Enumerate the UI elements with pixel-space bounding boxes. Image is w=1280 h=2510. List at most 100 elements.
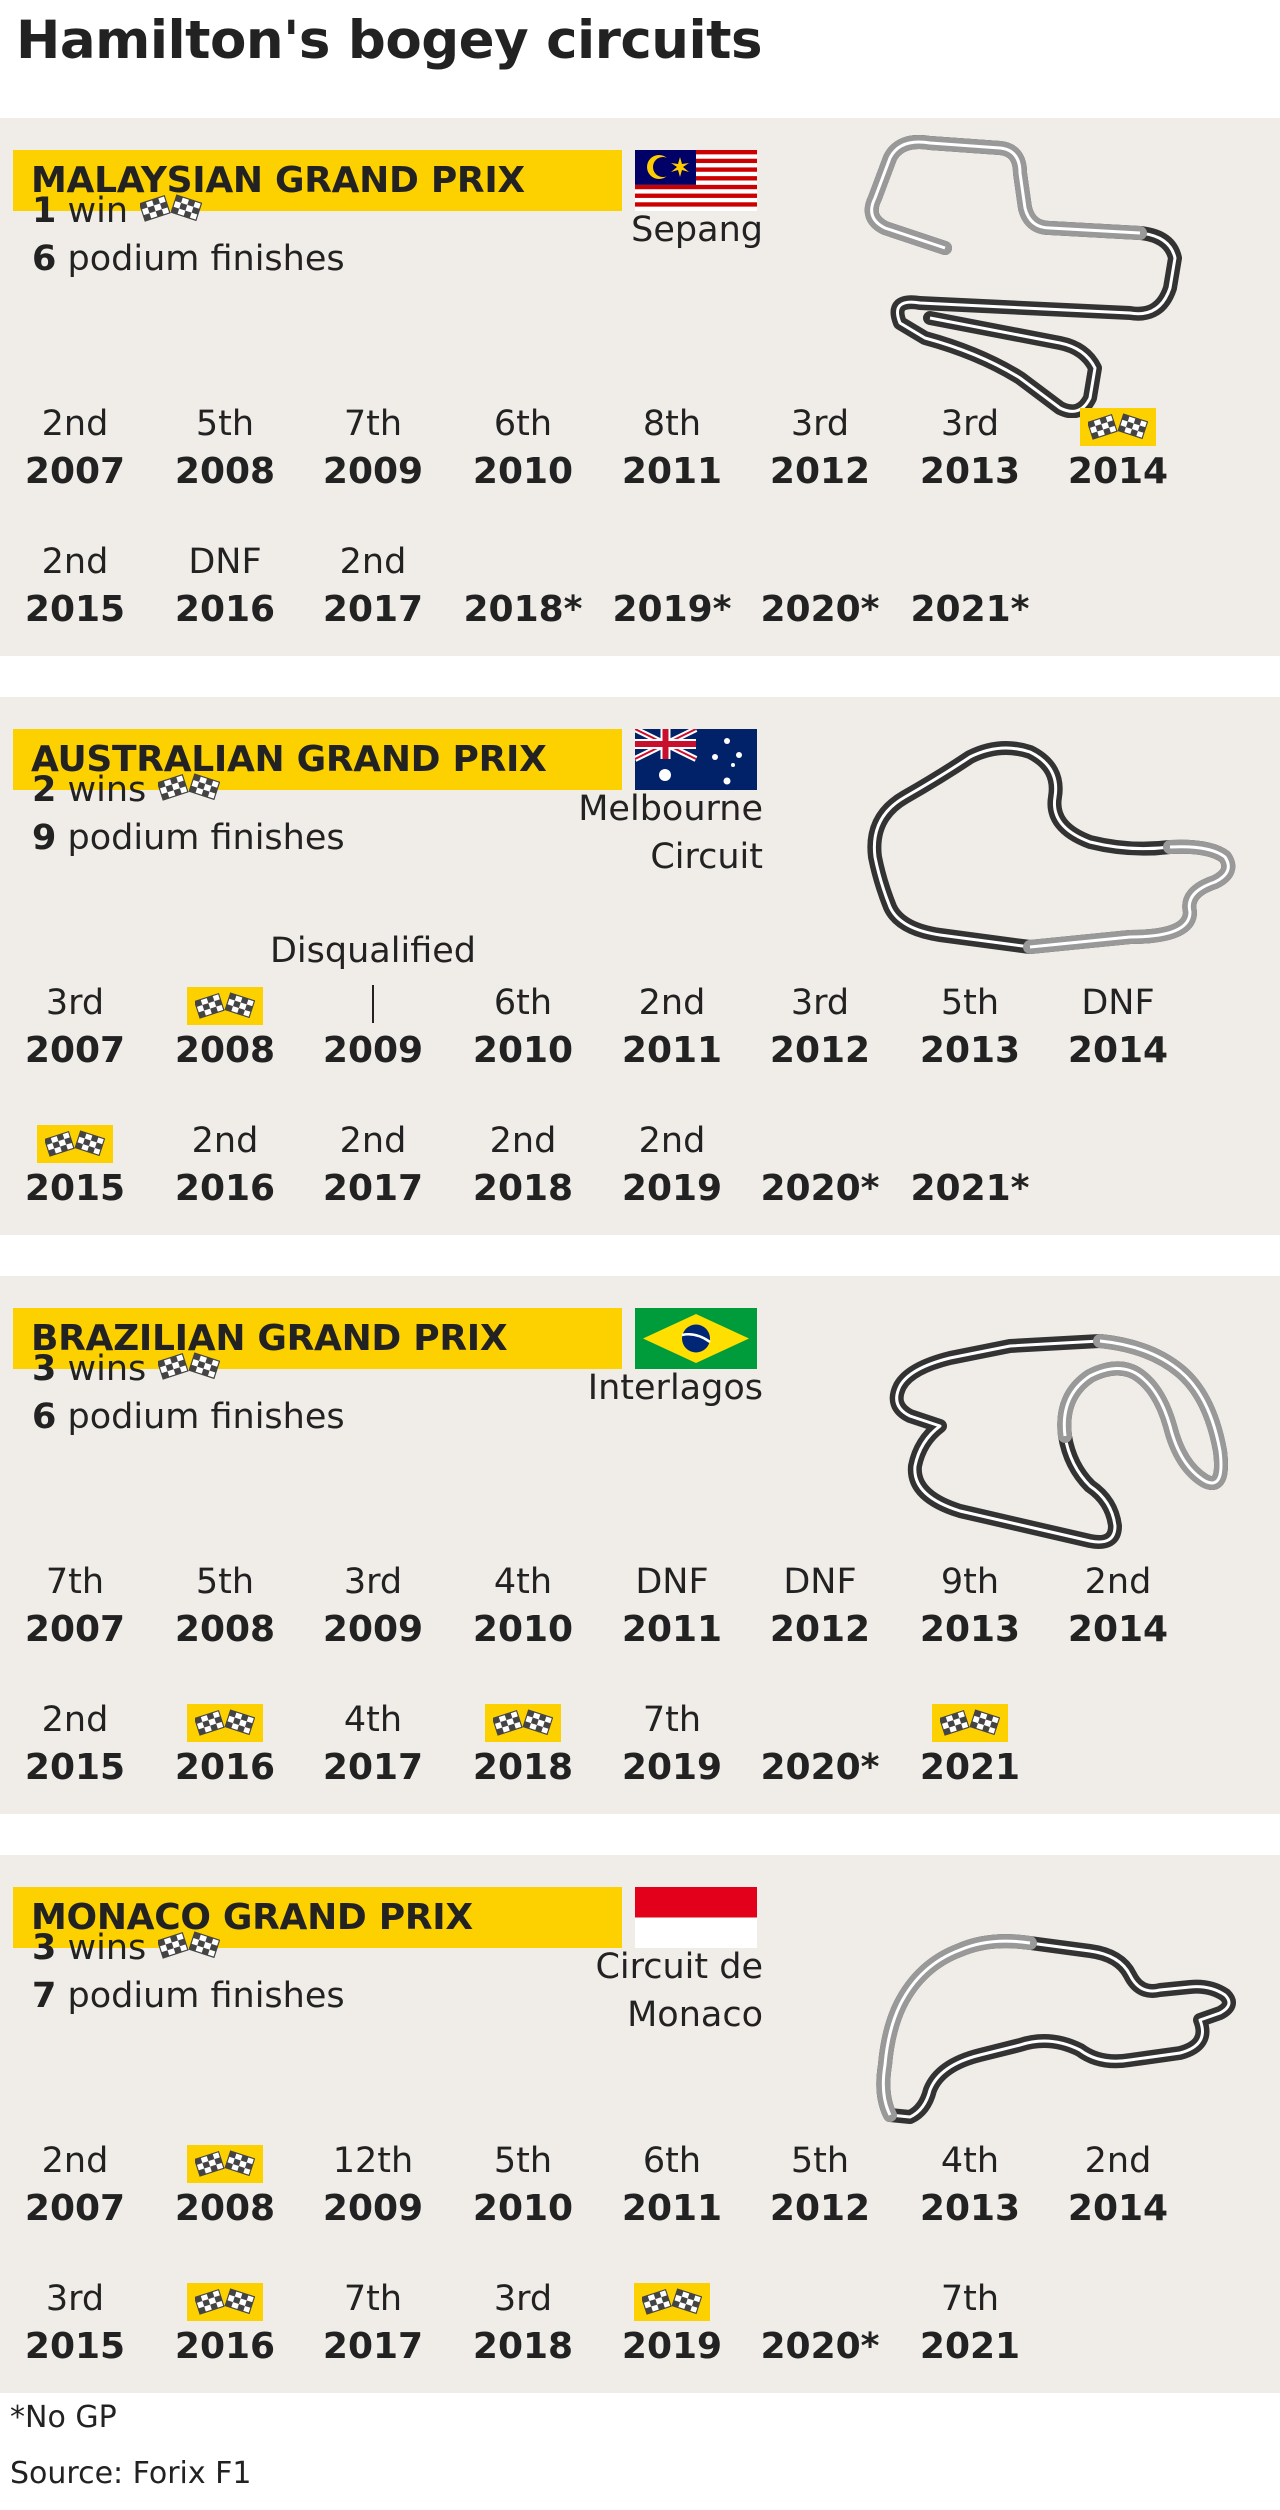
race-year: 2012 bbox=[769, 451, 871, 492]
result-cell: 2015 bbox=[0, 1117, 150, 1217]
result-cell: 2020* bbox=[745, 1696, 895, 1796]
finish-position: 4th bbox=[940, 2141, 1000, 2181]
race-year: 2009 bbox=[322, 2188, 424, 2229]
wins-label: wins bbox=[67, 1349, 147, 1389]
circuit-name-line1: Melbourne bbox=[578, 789, 763, 829]
finish-position: 3rd bbox=[45, 2279, 105, 2319]
result-cell: 2008 bbox=[150, 979, 300, 1079]
race-year: 2021* bbox=[910, 1168, 1030, 1209]
wins-count: 1 bbox=[32, 191, 57, 231]
race-year: 2008 bbox=[174, 1609, 276, 1650]
finish-position: 2nd bbox=[638, 1121, 706, 1161]
monaco-flag bbox=[635, 1887, 757, 1948]
finish-position: 3rd bbox=[45, 983, 105, 1023]
finish-position: 2nd bbox=[638, 983, 706, 1023]
result-cell: 3rd 2009 bbox=[298, 1558, 448, 1658]
race-year: 2013 bbox=[919, 451, 1021, 492]
result-cell: 2021* bbox=[895, 538, 1045, 638]
result-cell: 2009 bbox=[298, 979, 448, 1079]
result-cell: 5th 2008 bbox=[150, 1558, 300, 1658]
race-year: 2013 bbox=[919, 1030, 1021, 1071]
wins-count: 2 bbox=[32, 770, 57, 810]
finish-position: 3rd bbox=[343, 1562, 403, 1602]
finish-position: 2nd bbox=[1084, 1562, 1152, 1602]
result-cell: 4th 2010 bbox=[448, 1558, 598, 1658]
finish-position bbox=[597, 538, 747, 586]
result-cell: 2nd 2014 bbox=[1043, 2137, 1193, 2237]
finish-position: 2nd bbox=[339, 1121, 407, 1161]
finish-position: 12th bbox=[332, 2141, 414, 2181]
result-cell: 2nd 2017 bbox=[298, 1117, 448, 1217]
result-cell: 2021* bbox=[895, 1117, 1045, 1217]
finish-position: 3rd bbox=[940, 404, 1000, 444]
result-cell: 2nd 2007 bbox=[0, 2137, 150, 2237]
podium-stat: 9 podium finishes bbox=[32, 814, 345, 862]
finish-position: 2nd bbox=[41, 1700, 109, 1740]
result-cell: 2016 bbox=[150, 2275, 300, 2375]
result-cell: 2019 bbox=[597, 2275, 747, 2375]
result-cell: 2nd 2015 bbox=[0, 1696, 150, 1796]
wins-stat: 3 wins bbox=[32, 1345, 221, 1394]
race-year: 2018 bbox=[472, 1747, 574, 1788]
grand-prix-title: MONACO GRAND PRIX bbox=[13, 1887, 622, 1948]
race-year: 2014 bbox=[1067, 1609, 1169, 1650]
finish-position bbox=[745, 1696, 895, 1744]
finish-position: 2nd bbox=[41, 542, 109, 582]
result-cell: 2nd 2016 bbox=[150, 1117, 300, 1217]
result-cell: 2nd 2017 bbox=[298, 538, 448, 638]
finish-position: 2nd bbox=[489, 1121, 557, 1161]
race-year: 2010 bbox=[472, 2188, 574, 2229]
race-year: 2020* bbox=[760, 1168, 880, 1209]
finish-position: 2nd bbox=[1084, 2141, 1152, 2181]
race-year: 2014 bbox=[1067, 1030, 1169, 1071]
podium-stat: 6 podium finishes bbox=[32, 1393, 345, 1441]
circuit-name-line1: Sepang bbox=[631, 210, 763, 250]
finish-position: 8th bbox=[642, 404, 702, 444]
finish-position: 7th bbox=[343, 2279, 403, 2319]
race-panel: MALAYSIAN GRAND PRIX 1 win 6 podium finish… bbox=[0, 118, 1280, 656]
race-year: 2018* bbox=[463, 589, 583, 630]
result-cell: DNF 2011 bbox=[597, 1558, 747, 1658]
win-flag-icon bbox=[634, 2283, 710, 2321]
race-year: 2010 bbox=[472, 1030, 574, 1071]
finish-position: DNF bbox=[1081, 983, 1155, 1023]
source-note: Source: Forix F1 bbox=[10, 2456, 252, 2491]
podium-stat: 6 podium finishes bbox=[32, 235, 345, 283]
result-cell: 5th 2008 bbox=[150, 400, 300, 500]
race-panel: MONACO GRAND PRIX 3 wins 7 podium finishes… bbox=[0, 1855, 1280, 2393]
circuit-name-line1: Interlagos bbox=[587, 1368, 763, 1408]
podium-count: 6 bbox=[32, 1397, 57, 1437]
race-year: 2017 bbox=[322, 1747, 424, 1788]
finish-position: DNF bbox=[635, 1562, 709, 1602]
chequered-flag-icon bbox=[157, 1925, 221, 1973]
race-year: 2016 bbox=[174, 1747, 276, 1788]
race-year: 2019* bbox=[612, 589, 732, 630]
finish-position: 4th bbox=[343, 1700, 403, 1740]
grand-prix-title: AUSTRALIAN GRAND PRIX bbox=[13, 729, 622, 790]
result-cell: 7th 2019 bbox=[597, 1696, 747, 1796]
chequered-flag-icon bbox=[157, 1346, 221, 1394]
chequered-flag-icon bbox=[138, 188, 203, 236]
result-cell: 7th 2009 bbox=[298, 400, 448, 500]
brazil-flag bbox=[635, 1308, 757, 1369]
race-year: 2010 bbox=[472, 1609, 574, 1650]
race-year: 2009 bbox=[322, 1030, 424, 1071]
australia-flag bbox=[635, 729, 757, 790]
race-year: 2007 bbox=[24, 451, 126, 492]
result-cell: 2nd 2007 bbox=[0, 400, 150, 500]
race-year: 2008 bbox=[174, 451, 276, 492]
race-year: 2021 bbox=[919, 1747, 1021, 1788]
race-year: 2013 bbox=[919, 2188, 1021, 2229]
race-year: 2015 bbox=[24, 2326, 126, 2367]
result-cell: 4th 2013 bbox=[895, 2137, 1045, 2237]
finish-position: DNF bbox=[188, 542, 262, 582]
finish-position: 5th bbox=[940, 983, 1000, 1023]
result-cell: DNF 2016 bbox=[150, 538, 300, 638]
finish-position: 6th bbox=[493, 404, 553, 444]
finish-position: 6th bbox=[493, 983, 553, 1023]
finish-position: 3rd bbox=[790, 983, 850, 1023]
result-cell: 7th 2021 bbox=[895, 2275, 1045, 2375]
result-cell: DNF 2014 bbox=[1043, 979, 1193, 1079]
podium-count: 6 bbox=[32, 239, 57, 279]
circuit-map bbox=[830, 1855, 1250, 2155]
